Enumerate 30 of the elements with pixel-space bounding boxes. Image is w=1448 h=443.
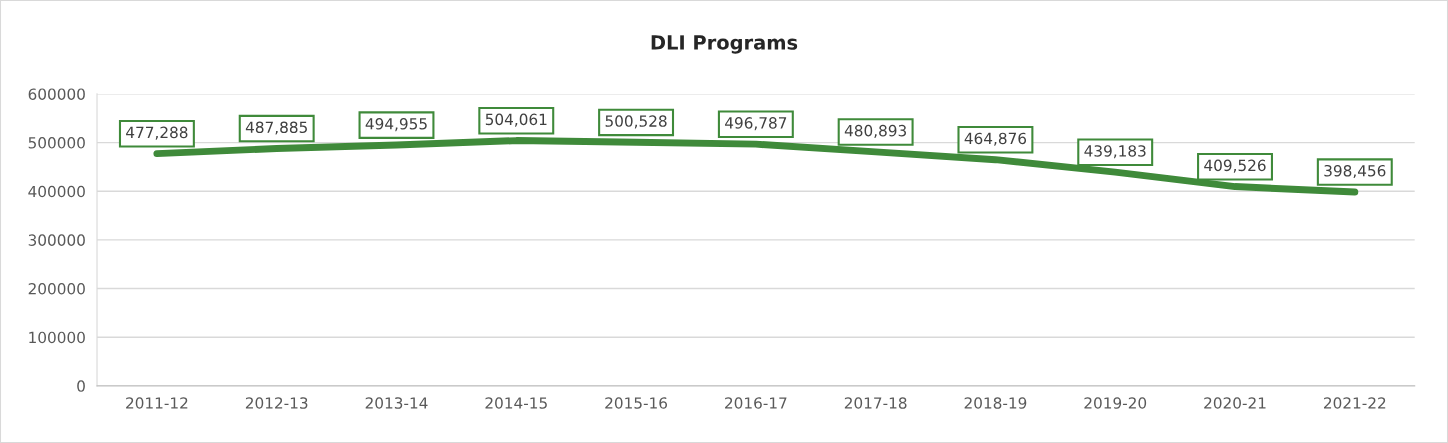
data-label: 409,526 <box>1204 159 1266 173</box>
data-label: 504,061 <box>485 113 547 127</box>
y-tick-label: 300000 <box>28 234 85 246</box>
data-label: 500,528 <box>605 115 667 129</box>
y-tick-label: 100000 <box>29 331 85 344</box>
x-tick-label: 2013-14 <box>365 397 428 409</box>
y-tick-label: 400000 <box>28 185 85 198</box>
x-tick-label: 2011-12 <box>126 397 188 409</box>
x-tick-label: 2018-19 <box>964 397 1027 409</box>
data-label: 496,787 <box>725 117 787 131</box>
data-label: 480,893 <box>844 124 907 138</box>
x-tick-label: 2015-16 <box>605 397 668 409</box>
x-tick-label: 2019-20 <box>1084 397 1147 409</box>
x-tick-label: 2012-13 <box>245 397 308 409</box>
y-tick-label: 0 <box>77 380 85 392</box>
data-label: 494,955 <box>365 118 427 132</box>
x-tick-label: 2021-22 <box>1324 397 1386 409</box>
y-tick-label: 600000 <box>28 88 85 100</box>
y-tick-label: 200000 <box>28 283 85 295</box>
data-label: 439,183 <box>1084 145 1146 159</box>
chart-title: DLI Programs <box>651 35 798 54</box>
data-label: 398,456 <box>1324 164 1386 179</box>
data-label: 464,876 <box>964 132 1027 146</box>
data-label: 477,288 <box>126 126 188 140</box>
y-tick-label: 500000 <box>28 137 85 149</box>
data-label: 487,885 <box>245 121 307 135</box>
x-tick-label: 2016-17 <box>725 397 787 409</box>
x-tick-label: 2020-21 <box>1204 397 1266 409</box>
x-tick-label: 2014-15 <box>485 397 547 409</box>
x-tick-label: 2017-18 <box>844 397 907 409</box>
